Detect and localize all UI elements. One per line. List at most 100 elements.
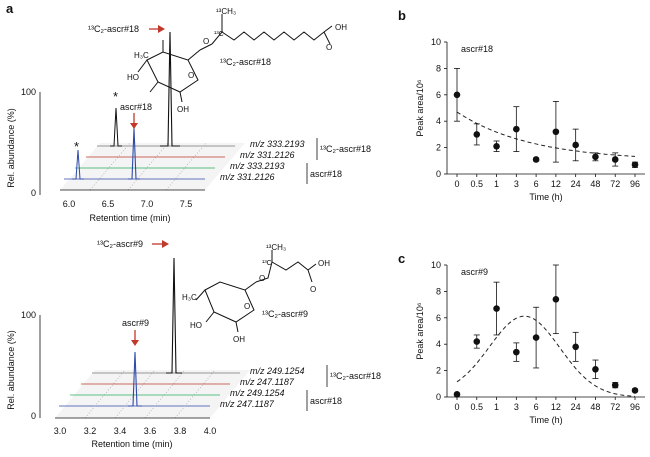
top-x-tick: 6.5 xyxy=(102,199,115,209)
x-tick-label: 96 xyxy=(630,179,640,189)
svg-text:HO: HO xyxy=(127,73,139,82)
x-tick-label: 0.5 xyxy=(471,402,484,412)
top-y-tick-100: 100 xyxy=(21,87,36,97)
bottom-x-tick: 3.2 xyxy=(84,426,97,436)
svg-text:OH: OH xyxy=(318,259,330,268)
svg-text:O: O xyxy=(188,71,194,80)
data-point xyxy=(572,141,579,149)
y-tick-label: 6 xyxy=(436,313,441,323)
data-point xyxy=(592,153,599,161)
fit-curve xyxy=(456,111,636,157)
data-point xyxy=(453,391,461,398)
top-plane xyxy=(60,143,245,190)
bottom-compound-label: ascr#9 xyxy=(122,318,149,328)
peak-star-2 xyxy=(72,149,84,180)
x-tick-label: 12 xyxy=(551,402,561,412)
svg-text:H₃C: H₃C xyxy=(134,51,149,60)
bottom-trace-1: m/z 249.1254 xyxy=(250,366,305,376)
data-point xyxy=(532,156,540,163)
x-tick-label: 3 xyxy=(514,402,519,412)
y-tick-label: 10 xyxy=(431,260,441,270)
data-point xyxy=(532,334,540,341)
bottom-x-label: Retention time (min) xyxy=(91,439,172,449)
x-tick-label: 3 xyxy=(514,179,519,189)
bottom-y-tick-0: 0 xyxy=(31,411,36,421)
svg-text:O: O xyxy=(203,37,209,46)
y-axis-label: Peak area/10⁶ xyxy=(415,79,425,137)
panel-b-label: b xyxy=(398,8,406,23)
x-tick-label: 6 xyxy=(534,179,539,189)
data-point xyxy=(453,91,461,99)
structure-top-label: ¹³C₂-ascr#18 xyxy=(220,57,271,67)
y-tick-label: 4 xyxy=(436,339,441,349)
x-axis-label: Time (h) xyxy=(529,415,562,425)
svg-text:O: O xyxy=(310,285,316,294)
bottom-trace-4: m/z 247.1187 xyxy=(220,399,275,409)
x-tick-label: 24 xyxy=(571,402,581,412)
structure-bottom-label: ¹³C₂-ascr#9 xyxy=(262,309,308,319)
top-x-ticks: 6.0 6.5 7.0 7.5 xyxy=(63,199,193,209)
bottom-x-tick: 3.6 xyxy=(144,426,157,436)
chromatogram-top: Rel. abundance (%) 100 0 * * ascr#18 ¹³C… xyxy=(6,24,371,223)
chromatogram-bottom: Rel. abundance (%) 100 0 ascr#9 ¹³C₂-asc… xyxy=(6,239,381,449)
bottom-x-tick: 4.0 xyxy=(204,426,217,436)
bottom-trace-3: m/z 249.1254 xyxy=(230,388,285,398)
arrow-ascr18 xyxy=(130,123,138,129)
panel-c-label: c xyxy=(398,251,405,266)
x-tick-label: 96 xyxy=(630,402,640,412)
y-tick-label: 4 xyxy=(436,116,441,126)
y-tick-label: 2 xyxy=(436,366,441,376)
x-tick-label: 0 xyxy=(454,179,459,189)
x-tick-label: 1 xyxy=(494,179,499,189)
top-labeled-compound: ¹³C₂-ascr#18 xyxy=(88,24,139,34)
arrow-13c2-ascr18 xyxy=(158,25,165,33)
data-point xyxy=(493,142,500,150)
x-tick-label: 72 xyxy=(610,402,620,412)
top-trace-3: m/z 333.2193 xyxy=(230,161,285,171)
svg-text:¹³C: ¹³C xyxy=(262,260,272,267)
y-tick-label: 8 xyxy=(436,286,441,296)
svg-text:OH: OH xyxy=(233,335,245,344)
x-tick-label: 12 xyxy=(551,179,561,189)
x-tick-label: 6 xyxy=(534,402,539,412)
data-point xyxy=(552,296,560,303)
data-point xyxy=(611,156,619,163)
structure-ascr18 xyxy=(137,14,333,103)
svg-text:HO: HO xyxy=(190,321,202,330)
top-group-1: ¹³C₂-ascr#18 xyxy=(320,144,371,154)
top-y-tick-0: 0 xyxy=(31,188,36,198)
top-trace-1: m/z 333.2193 xyxy=(250,139,305,149)
peak-ascr9 xyxy=(128,351,142,407)
fit-curve xyxy=(456,315,636,397)
x-tick-label: 0.5 xyxy=(471,179,484,189)
star-1: * xyxy=(113,89,118,104)
data-point xyxy=(592,365,599,373)
bottom-plane xyxy=(55,370,250,418)
bottom-x-ticks: 3.0 3.2 3.4 3.6 3.8 4.0 xyxy=(54,426,217,436)
bottom-labeled-compound: ¹³C₂-ascr#9 xyxy=(97,239,143,249)
x-tick-label: 48 xyxy=(590,402,600,412)
bottom-group-2: ascr#18 xyxy=(310,396,342,406)
y-tick-label: 0 xyxy=(436,169,441,179)
chart-title: ascr#9 xyxy=(461,267,488,277)
arrow-ascr9 xyxy=(131,340,139,346)
data-point xyxy=(631,161,639,169)
svg-text:¹³C: ¹³C xyxy=(214,31,224,38)
data-point xyxy=(513,348,520,356)
top-x-tick: 6.0 xyxy=(63,199,76,209)
data-point xyxy=(572,343,579,351)
bottom-x-tick: 3.8 xyxy=(174,426,187,436)
data-point xyxy=(513,125,520,133)
x-axis-label: Time (h) xyxy=(529,192,562,202)
y-tick-label: 8 xyxy=(436,63,441,73)
chart-title: ascr#18 xyxy=(461,44,493,54)
y-tick-label: 2 xyxy=(436,143,441,153)
data-point xyxy=(473,131,481,138)
bottom-x-tick: 3.0 xyxy=(54,426,67,436)
peak-13c2-ascr18 xyxy=(160,31,180,147)
svg-text:O: O xyxy=(326,43,332,52)
top-trace-4: m/z 331.2126 xyxy=(220,172,275,182)
